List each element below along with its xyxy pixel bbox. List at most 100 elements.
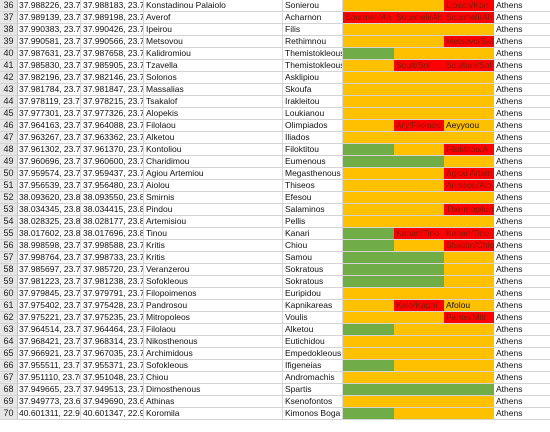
street-cell[interactable]: Artemisiou (144, 216, 283, 227)
status-cell-2[interactable] (394, 204, 444, 215)
coord-cell-a[interactable]: 37.978119, 23.740486 (19, 96, 81, 107)
status-cell-1[interactable] (343, 144, 394, 155)
street-cell[interactable]: Filolaou (144, 324, 283, 335)
coord-cell-b[interactable]: 37.977326, 23.743437 (83, 108, 144, 119)
status-cell-3[interactable] (444, 384, 494, 395)
coord-cell-b[interactable]: 37.979791, 23.727913 (83, 288, 144, 299)
status-cell-2[interactable] (394, 288, 444, 299)
status-cell-2[interactable] (394, 0, 444, 11)
status-cell-3[interactable] (444, 252, 494, 263)
cross-street-cell[interactable]: Pellis (283, 216, 343, 227)
city-cell[interactable]: Athens (496, 228, 523, 238)
coord-cell-a[interactable]: 37.963267, 23.749297 (19, 132, 81, 143)
coord-cell-a[interactable]: 37.975221, 23.732593 (19, 312, 81, 323)
status-cell-3[interactable]: Aniseou/Aio (444, 180, 494, 191)
status-cell-2[interactable] (394, 276, 444, 287)
status-cell-1[interactable] (343, 216, 394, 227)
status-cell-2[interactable] (394, 372, 444, 383)
status-cell-2[interactable] (394, 240, 444, 251)
coord-cell-b[interactable]: 37.967035, 23.741964 (83, 348, 144, 359)
coord-cell-b[interactable]: 37.960600, 23.746583 (83, 156, 144, 167)
status-cell-1[interactable] (343, 384, 394, 395)
status-cell-1[interactable] (343, 312, 394, 323)
status-cell-1[interactable] (343, 204, 394, 215)
status-cell-1[interactable] (343, 276, 394, 287)
cross-street-cell[interactable]: Alketou (283, 324, 343, 335)
street-cell[interactable]: Charidimou (144, 156, 283, 167)
row-header[interactable]: 36 (0, 0, 18, 11)
city-cell[interactable]: Athens (496, 24, 523, 34)
cross-street-cell[interactable]: Euripidou (283, 288, 343, 299)
street-cell[interactable]: Alketou (144, 132, 283, 143)
city-cell[interactable]: Athens (496, 276, 523, 286)
city-cell[interactable]: Athens (496, 36, 523, 46)
coord-cell-a[interactable]: 37.990581, 23.732561 (19, 36, 81, 47)
city-cell[interactable]: Athens (496, 324, 523, 334)
status-cell-3[interactable] (444, 132, 494, 143)
city-cell[interactable]: Athens (496, 216, 523, 226)
coord-cell-a[interactable]: 37.964163, 23.748121 (19, 120, 81, 131)
status-cell-2[interactable] (394, 108, 444, 119)
city-cell[interactable]: Athens (496, 360, 523, 370)
status-cell-2[interactable] (394, 408, 444, 419)
status-cell-3[interactable]: Soultani/Sol (444, 60, 494, 71)
coord-cell-a[interactable]: 37.961302, 23.748012 (19, 144, 81, 155)
row-header[interactable]: 61 (0, 300, 18, 311)
status-cell-3[interactable]: Sfakion/Chio (444, 240, 494, 251)
coord-cell-a[interactable]: 37.975402, 23.728210 (19, 300, 81, 311)
coord-cell-b[interactable]: 37.949513, 23.700713 (83, 384, 144, 395)
status-cell-2[interactable]: Ary/Filolaou (394, 120, 444, 131)
row-header[interactable]: 40 (0, 48, 18, 59)
street-cell[interactable]: Massalias (144, 84, 283, 95)
cross-street-cell[interactable]: Loukianou (283, 108, 343, 119)
status-cell-1[interactable] (343, 108, 394, 119)
status-cell-3[interactable] (444, 348, 494, 359)
status-cell-2[interactable] (394, 24, 444, 35)
status-cell-2[interactable] (394, 348, 444, 359)
status-cell-3[interactable] (444, 108, 494, 119)
street-cell[interactable]: Chiou (144, 372, 283, 383)
coord-cell-b[interactable]: 37.989198, 23.726910 (83, 12, 144, 23)
row-header[interactable]: 37 (0, 12, 18, 23)
city-cell[interactable]: Athens (496, 408, 523, 418)
city-cell[interactable]: Athens (496, 192, 523, 202)
coord-cell-a[interactable]: 37.966921, 23.741744 (19, 348, 81, 359)
cross-street-cell[interactable]: Samou (283, 252, 343, 263)
cross-street-cell[interactable]: Voulis (283, 312, 343, 323)
status-cell-3[interactable] (444, 96, 494, 107)
city-cell[interactable]: Athens (496, 372, 523, 382)
row-header[interactable]: 54 (0, 216, 18, 227)
status-cell-3[interactable]: Metsovo/Sat (444, 36, 494, 47)
status-cell-2[interactable] (394, 72, 444, 83)
coord-cell-a[interactable]: 37.968421, 23.745331 (19, 336, 81, 347)
coord-cell-a[interactable]: 38.998598, 23.721817 (19, 240, 81, 251)
coord-cell-a[interactable]: 37.949665, 23.700907 (19, 384, 81, 395)
cross-street-cell[interactable]: Themistokleous (285, 48, 343, 59)
status-cell-1[interactable] (343, 372, 394, 383)
status-cell-2[interactable] (394, 180, 444, 191)
city-cell[interactable]: Athens (496, 48, 523, 58)
coord-cell-a[interactable]: 37.979845, 23.727930 (19, 288, 81, 299)
status-cell-1[interactable] (343, 180, 394, 191)
coord-cell-a[interactable]: 38.017602, 23.829854 (19, 228, 81, 239)
street-cell[interactable]: Konstadinou Palaiolo (144, 0, 283, 11)
street-cell[interactable]: Athinas (144, 396, 283, 407)
city-cell[interactable]: Athens (496, 12, 523, 22)
cross-street-cell[interactable]: Kanari (283, 228, 343, 239)
coord-cell-a[interactable]: 37.951110, 23.701234 (19, 372, 81, 383)
coord-cell-b[interactable]: 37.968314, 23.745335 (83, 336, 144, 347)
street-cell[interactable]: Sofokleous (144, 276, 283, 287)
coord-cell-b[interactable]: 37.982146, 23.735069 (83, 72, 144, 83)
row-header[interactable]: 50 (0, 168, 18, 179)
